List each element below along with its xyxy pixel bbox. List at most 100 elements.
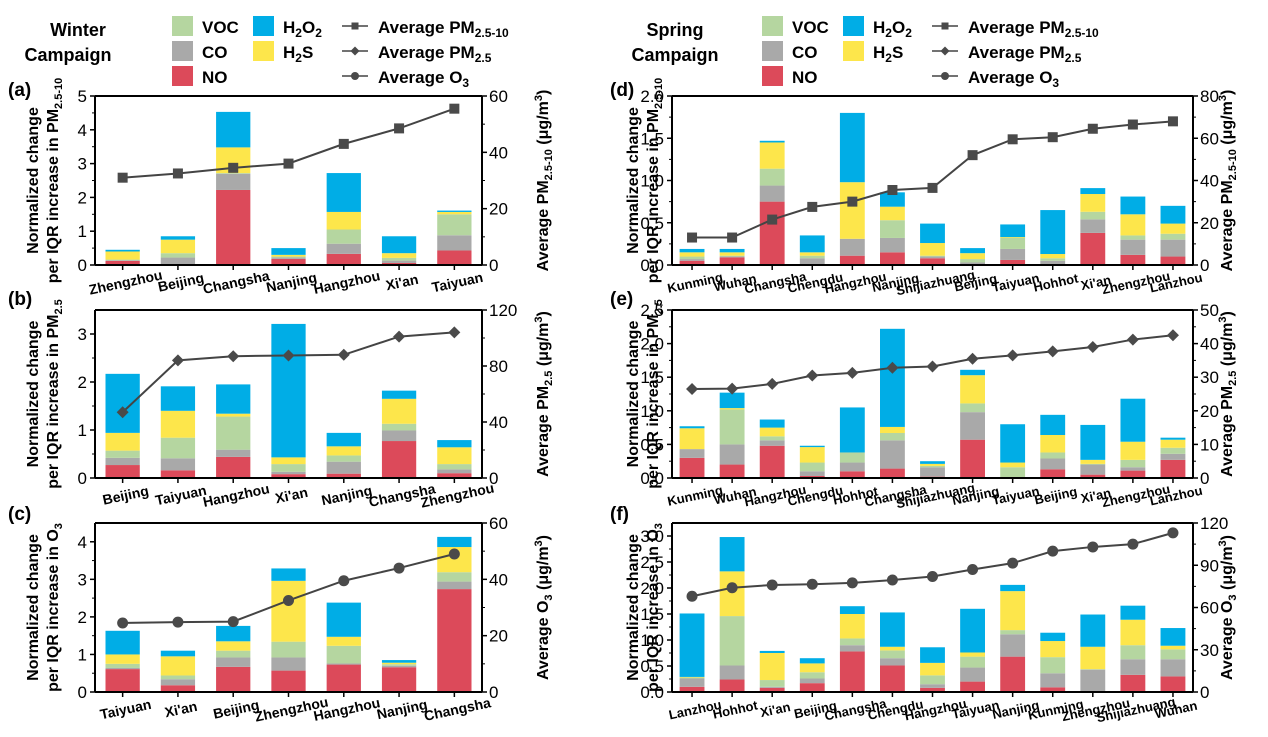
y2-axis-label-unit: (μg/m [1219, 323, 1236, 371]
bar-h2s [1160, 439, 1186, 448]
bar-co [1120, 659, 1146, 675]
bar-h2s [105, 654, 140, 664]
bar-no [879, 468, 905, 478]
bar-voc [920, 255, 945, 257]
bar-co [271, 257, 306, 259]
bar-h2o2 [1120, 605, 1146, 620]
bar-h2s [105, 432, 140, 451]
bar-no [759, 201, 785, 265]
bar-voc [1160, 233, 1186, 240]
bar-voc [799, 672, 825, 679]
bar-voc [759, 168, 785, 186]
bar-no [326, 664, 361, 692]
bar-voc [326, 229, 361, 244]
y-axis-label-line2: per IQR increase in PM2.5 [645, 299, 665, 489]
bar-co [1120, 467, 1146, 471]
legend-swatch-h2o2 [253, 16, 274, 36]
bar-h2o2 [960, 248, 986, 254]
bar-h2o2 [437, 440, 472, 448]
bar-h2o2 [271, 323, 306, 458]
bar-h2o2 [1000, 424, 1026, 463]
y-tick-label: 2.0 [640, 579, 664, 598]
legend-line-label: Average PM2.5 [378, 43, 492, 65]
y-tick-label: 1.5 [640, 605, 664, 624]
y2-axis-label-subscript: 2.5 [1227, 371, 1239, 386]
line-marker [227, 350, 240, 363]
legend-swatch-h2s [253, 41, 274, 61]
bar-h2o2 [679, 613, 705, 677]
bar-co [160, 257, 196, 265]
panel-label: (d) [610, 80, 634, 101]
bar-voc [759, 436, 785, 441]
y-tick-label: 0 [78, 683, 87, 702]
bar-voc [1160, 649, 1186, 660]
bar-h2o2 [960, 608, 986, 653]
line-marker [846, 577, 858, 589]
bar-h2o2 [920, 461, 945, 464]
legend-subscript: 2 [905, 26, 912, 40]
bar-h2o2 [1040, 414, 1066, 435]
legend-label-no: NO [202, 68, 228, 87]
bar-h2s [1000, 591, 1026, 631]
y-tick-label: 3.0 [640, 527, 664, 546]
y2-axis-label-text: Average PM [535, 180, 552, 271]
line-marker [393, 562, 405, 574]
y2-axis-label: Average PM2.5-10 (μg/m3) [533, 90, 555, 272]
winter-title-line1: Winter [50, 20, 106, 40]
legend-text: O [892, 18, 905, 37]
winter-title-line2: Campaign [24, 45, 111, 65]
y2-axis-label: Average PM2.5 (μg/m3) [533, 311, 555, 477]
y-axis-label-text: per IQR increase in PM [45, 109, 62, 283]
y2-axis-label-close: ) [535, 535, 552, 540]
bar-h2s [326, 211, 361, 230]
y2-axis-label-unit: (μg/m [535, 323, 552, 371]
bar-voc [1120, 235, 1146, 240]
bar-no [1000, 656, 1026, 692]
x-tick-label: Changsha [423, 694, 493, 724]
x-tick-label: Xi'an [1079, 272, 1112, 293]
x-tick-label: Xi'an [274, 484, 310, 506]
y2-axis-label-text: Average O [535, 601, 552, 680]
y2-axis-label-close: ) [1219, 90, 1236, 95]
y2-tick-label: 40 [1200, 172, 1219, 191]
legend-text: H [873, 18, 885, 37]
bar-co [879, 440, 905, 469]
bar-no [960, 681, 986, 692]
panel-a: (a) ZhengzhouBeijingChangshaNanjingHangzh… [8, 78, 555, 298]
bar-h2s [381, 398, 417, 424]
y2-tick-label: 0 [1200, 469, 1209, 488]
y2-axis-label-text: Average PM [1219, 180, 1236, 271]
line-marker [337, 348, 350, 361]
y2-axis-label: Average PM2.5 (μg/m3) [1217, 311, 1239, 477]
y2-axis-label-text: Average PM [535, 386, 552, 477]
bar-voc [839, 452, 865, 463]
bar-h2o2 [105, 373, 140, 433]
y2-axis-label-unit: (μg/m [535, 546, 552, 594]
y2-axis-label-subscript: 2.5-10 [1227, 149, 1239, 180]
x-tick-label: Zhengzhou [87, 267, 163, 298]
panel-d: (d)KunmingWuhanChangshaChengduHangzhouNa… [610, 78, 1239, 299]
bar-h2o2 [759, 650, 785, 653]
bar-no [839, 471, 865, 478]
legend-text: Average PM [968, 18, 1065, 37]
y-tick-label: 3 [78, 570, 87, 589]
bar-no [679, 686, 705, 692]
line-marker [847, 196, 858, 207]
x-tick-label: Taiyuan [154, 482, 208, 508]
bar-co [437, 235, 472, 251]
bar-h2o2 [879, 192, 905, 207]
bar-no [381, 667, 417, 692]
bar-h2o2 [759, 419, 785, 428]
line-marker [117, 172, 128, 183]
bar-h2s [679, 676, 705, 678]
y2-tick-label: 40 [489, 413, 508, 432]
bar-co [437, 581, 472, 590]
bars [105, 536, 472, 692]
y2-axis-label-subscript: 3 [543, 594, 555, 600]
legend-label-co: CO [792, 43, 818, 62]
bar-no [216, 666, 251, 692]
bar-no [1000, 259, 1026, 265]
bar-voc [1120, 459, 1146, 468]
bar-h2s [920, 243, 945, 256]
bar-h2s [679, 428, 705, 450]
